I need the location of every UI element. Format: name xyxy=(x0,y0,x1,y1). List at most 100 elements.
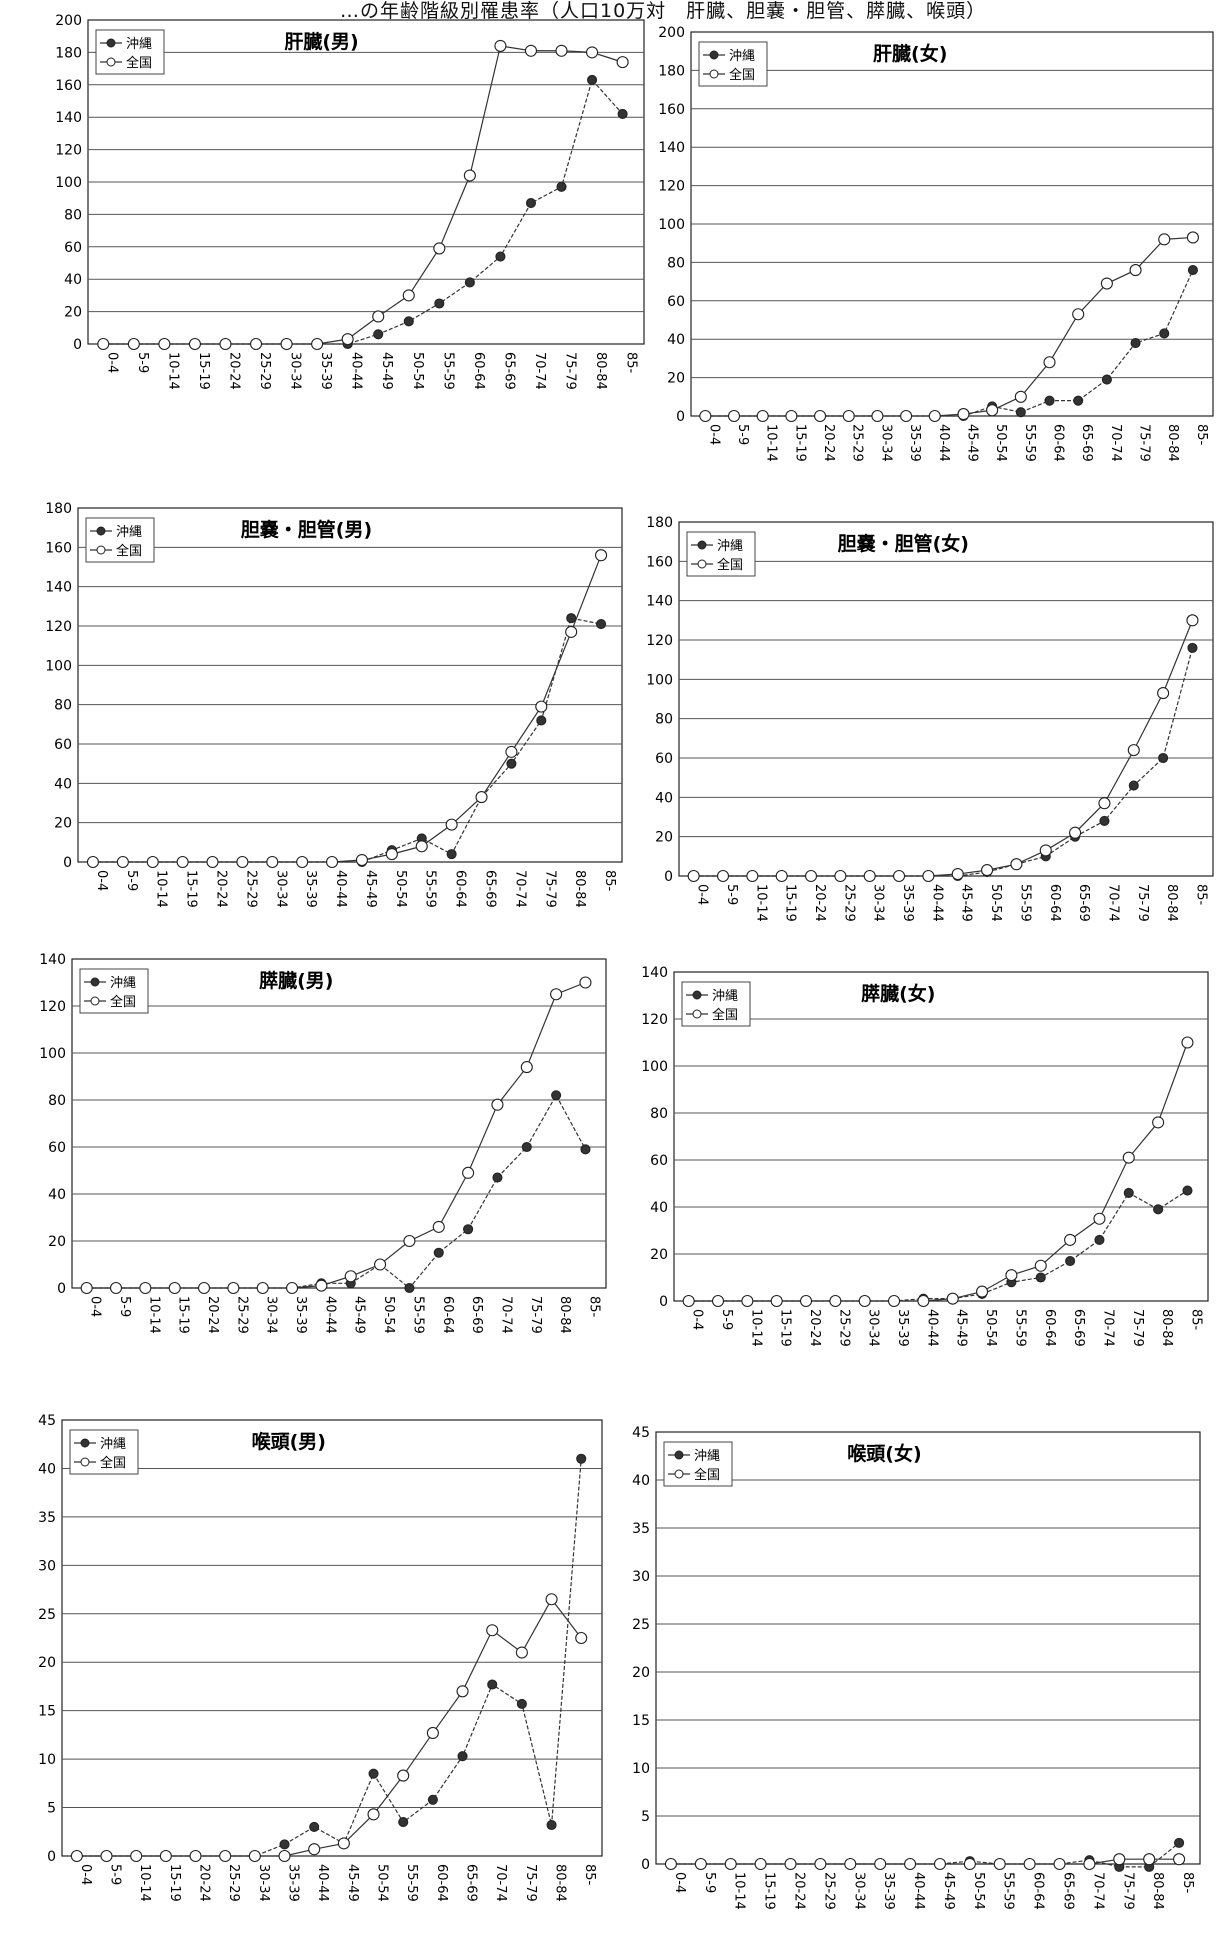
data-point xyxy=(403,316,414,327)
x-tick-label: 65-69 xyxy=(464,1864,479,1902)
x-tick-label: 40-44 xyxy=(315,1864,330,1902)
data-point xyxy=(176,855,189,869)
data-point xyxy=(385,848,398,861)
x-tick-label: 85- xyxy=(586,1296,601,1318)
data-point xyxy=(1083,1857,1096,1871)
y-tick-label: 180 xyxy=(55,45,82,61)
data-point xyxy=(863,869,876,883)
data-point xyxy=(278,1849,291,1863)
y-tick-label: 80 xyxy=(667,255,685,271)
data-point xyxy=(1053,1857,1066,1871)
x-tick-label: 20-24 xyxy=(197,1864,212,1902)
x-tick-label: 40-44 xyxy=(322,1296,337,1334)
x-tick-label: 15-19 xyxy=(762,1872,777,1910)
data-point xyxy=(1039,844,1052,857)
data-point xyxy=(976,1285,989,1298)
data-point xyxy=(1099,815,1110,826)
chart-title: 肝臓(男) xyxy=(284,31,358,53)
x-tick-label: 30-34 xyxy=(288,352,303,390)
data-point xyxy=(874,1857,887,1871)
legend-label-okinawa: 沖縄 xyxy=(126,37,152,52)
x-tick-label: 10-14 xyxy=(137,1864,152,1902)
series-national xyxy=(687,614,1199,883)
data-point xyxy=(1101,374,1112,385)
y-tick-label: 180 xyxy=(646,515,673,531)
data-point xyxy=(427,1794,438,1805)
data-point xyxy=(403,1234,416,1248)
x-tick-label: 40-44 xyxy=(936,424,951,462)
data-point xyxy=(1073,395,1084,406)
data-point xyxy=(326,855,339,869)
x-tick-label: 65-69 xyxy=(501,352,516,390)
legend-marker-okinawa xyxy=(709,50,719,60)
x-tick-label: 0-4 xyxy=(94,870,109,891)
y-tick-label: 15 xyxy=(632,1713,650,1729)
data-point xyxy=(946,1292,959,1305)
x-tick-label: 35-39 xyxy=(907,424,922,462)
x-tick-label: 50-54 xyxy=(988,884,1003,922)
x-tick-label: 10-14 xyxy=(154,870,169,908)
y-tick-label: 35 xyxy=(38,1510,56,1526)
x-tick-label: 50-54 xyxy=(393,870,408,908)
data-point xyxy=(109,1281,123,1295)
x-tick-label: 75-79 xyxy=(1120,1872,1135,1910)
data-point xyxy=(116,855,129,869)
data-point xyxy=(521,1141,532,1153)
data-point xyxy=(784,1857,797,1871)
x-tick-label: 30-34 xyxy=(273,870,288,908)
series-national xyxy=(70,1593,588,1863)
data-point xyxy=(595,549,608,562)
data-point xyxy=(1123,1187,1134,1198)
data-point xyxy=(1143,1853,1156,1866)
data-point xyxy=(219,337,232,351)
y-tick-label: 25 xyxy=(632,1617,650,1633)
data-point xyxy=(432,1220,445,1233)
y-tick-label: 60 xyxy=(64,240,82,256)
x-tick-label: 10-14 xyxy=(753,884,768,922)
y-tick-label: 40 xyxy=(48,1187,66,1203)
data-point xyxy=(457,1751,468,1762)
data-point xyxy=(189,1849,202,1863)
series-national xyxy=(664,1853,1186,1871)
legend-marker-okinawa xyxy=(96,526,106,536)
y-tick-label: 120 xyxy=(658,179,685,195)
x-tick-label: 85- xyxy=(1194,424,1209,446)
y-tick-label: 140 xyxy=(55,110,82,126)
x-tick-label: 70-74 xyxy=(1105,884,1120,922)
legend-box xyxy=(681,981,751,1027)
data-point xyxy=(279,1839,290,1850)
data-point xyxy=(1043,356,1056,369)
plot-area xyxy=(71,958,607,1289)
y-tick-label: 160 xyxy=(55,78,82,94)
x-tick-label: 75-79 xyxy=(523,1864,538,1902)
legend-marker-national xyxy=(80,1457,90,1467)
legend-label-okinawa: 沖縄 xyxy=(712,989,738,1004)
data-point xyxy=(404,1282,415,1294)
data-point xyxy=(586,46,599,59)
x-tick-label: 30-34 xyxy=(866,1309,881,1347)
data-point xyxy=(1034,1259,1047,1272)
plot-area xyxy=(77,507,623,863)
y-tick-label: 60 xyxy=(655,751,673,767)
x-tick-label: 75-79 xyxy=(1130,1309,1145,1347)
data-point xyxy=(1187,265,1198,276)
y-tick-label: 160 xyxy=(646,554,673,570)
data-point xyxy=(1010,858,1023,871)
y-tick-label: 10 xyxy=(38,1752,56,1768)
chart-larynx-female: 0 5 10 15 20 25 30 35 40 45 0-4 5-9 10-14 15-19 20-24 2… xyxy=(610,1425,1210,1934)
legend-box xyxy=(79,968,149,1014)
legend-box xyxy=(95,29,165,75)
x-tick-label: 5-9 xyxy=(117,1296,132,1317)
data-point xyxy=(130,1849,143,1863)
x-tick-label: 65-69 xyxy=(483,870,498,908)
data-point xyxy=(1129,264,1142,277)
y-tick-label: 0 xyxy=(73,337,82,353)
y-tick-label: 40 xyxy=(650,1200,668,1216)
chart-title: 胆嚢・胆管(女) xyxy=(838,532,969,555)
x-tick-label: 0-4 xyxy=(672,1872,687,1893)
data-point xyxy=(682,1294,695,1308)
data-point xyxy=(814,1857,827,1871)
y-tick-label: 140 xyxy=(45,580,72,596)
data-point xyxy=(699,409,712,423)
x-tick-label: 0-4 xyxy=(104,352,119,373)
